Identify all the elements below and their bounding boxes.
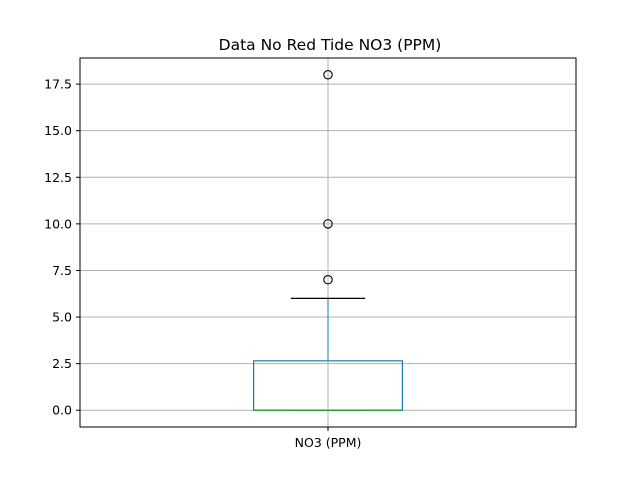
y-tick-label: 17.5 (44, 77, 72, 92)
y-tick-label: 15.0 (44, 123, 72, 138)
y-tick-label: 2.5 (52, 356, 72, 371)
outlier-point (323, 275, 333, 285)
grid-lines (80, 58, 576, 427)
y-tick-label: 12.5 (44, 170, 72, 185)
plot-frame (79, 57, 577, 428)
y-tick-label: 7.5 (52, 263, 72, 278)
y-axis: 0.0 2.5 5.0 7.5 10.0 12.5 15.0 17.5 (44, 77, 80, 418)
x-tick-label: NO3 (PPM) (295, 435, 362, 450)
outlier-point (323, 70, 333, 80)
y-tick-label: 10.0 (44, 216, 72, 231)
box-series (253, 70, 404, 411)
outlier-point (323, 219, 333, 229)
x-axis: NO3 (PPM) (295, 427, 362, 450)
chart-title: Data No Red Tide NO3 (PPM) (219, 36, 442, 54)
y-tick-label: 0.0 (52, 403, 72, 418)
y-tick-label: 5.0 (52, 310, 72, 325)
